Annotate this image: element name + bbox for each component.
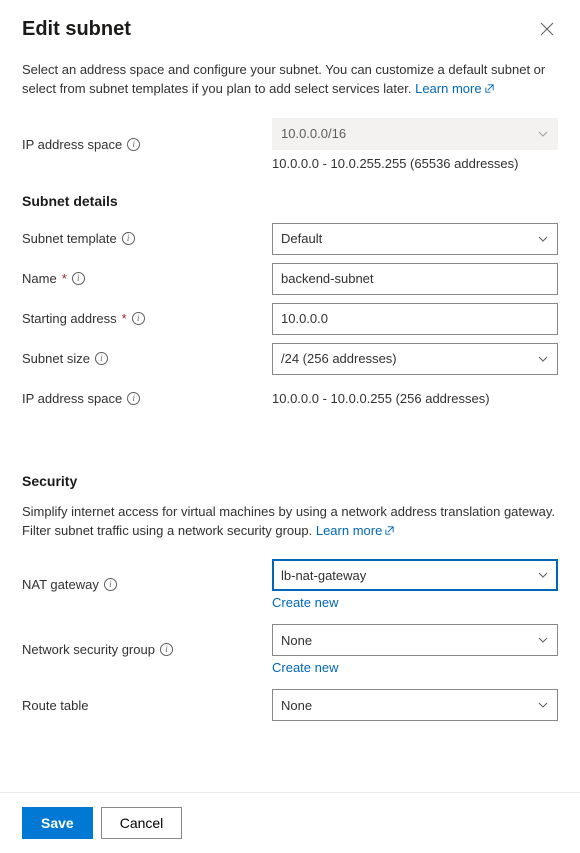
ip-space-select: 10.0.0.0/16	[272, 118, 558, 150]
required-marker: *	[122, 311, 127, 326]
name-input[interactable]	[272, 263, 558, 295]
security-heading: Security	[22, 473, 558, 489]
nat-create-new-link[interactable]: Create new	[272, 595, 338, 610]
subnet-size-label: Subnet size	[22, 351, 90, 366]
info-icon[interactable]: i	[95, 352, 108, 365]
result-ip-space-value: 10.0.0.0 - 10.0.0.255 (256 addresses)	[272, 391, 490, 406]
starting-address-label: Starting address	[22, 311, 117, 326]
info-icon[interactable]: i	[72, 272, 85, 285]
ip-space-label: IP address space	[22, 137, 122, 152]
subnet-details-heading: Subnet details	[22, 193, 558, 209]
security-learn-more-link[interactable]: Learn more	[316, 523, 395, 538]
close-button[interactable]	[536, 18, 558, 40]
chevron-down-icon	[537, 353, 549, 365]
chevron-down-icon	[537, 128, 549, 140]
ip-space-range: 10.0.0.0 - 10.0.255.255 (65536 addresses…	[272, 156, 558, 171]
cancel-button[interactable]: Cancel	[101, 807, 183, 839]
nsg-select[interactable]: None	[272, 624, 558, 656]
route-table-label: Route table	[22, 698, 89, 713]
result-ip-space-label: IP address space	[22, 391, 122, 406]
intro-text: Select an address space and configure yo…	[22, 61, 558, 100]
starting-address-input[interactable]	[272, 303, 558, 335]
nat-gateway-select[interactable]: lb-nat-gateway	[272, 559, 558, 591]
required-marker: *	[62, 271, 67, 286]
route-table-select[interactable]: None	[272, 689, 558, 721]
info-icon[interactable]: i	[122, 232, 135, 245]
info-icon[interactable]: i	[127, 392, 140, 405]
info-icon[interactable]: i	[104, 578, 117, 591]
chevron-down-icon	[537, 699, 549, 711]
subnet-size-select[interactable]: /24 (256 addresses)	[272, 343, 558, 375]
name-label: Name	[22, 271, 57, 286]
info-icon[interactable]: i	[127, 138, 140, 151]
external-link-icon	[384, 523, 395, 542]
nsg-create-new-link[interactable]: Create new	[272, 660, 338, 675]
close-icon	[540, 22, 554, 36]
info-icon[interactable]: i	[132, 312, 145, 325]
external-link-icon	[484, 81, 495, 100]
footer: Save Cancel	[0, 792, 580, 853]
chevron-down-icon	[537, 569, 549, 581]
chevron-down-icon	[537, 634, 549, 646]
panel-title: Edit subnet	[22, 18, 131, 41]
subnet-template-select[interactable]: Default	[272, 223, 558, 255]
learn-more-link[interactable]: Learn more	[415, 81, 494, 96]
nsg-label: Network security group	[22, 642, 155, 657]
chevron-down-icon	[537, 233, 549, 245]
save-button[interactable]: Save	[22, 807, 93, 839]
nat-gateway-label: NAT gateway	[22, 577, 99, 592]
info-icon[interactable]: i	[160, 643, 173, 656]
subnet-template-label: Subnet template	[22, 231, 117, 246]
security-desc: Simplify internet access for virtual mac…	[22, 503, 558, 542]
